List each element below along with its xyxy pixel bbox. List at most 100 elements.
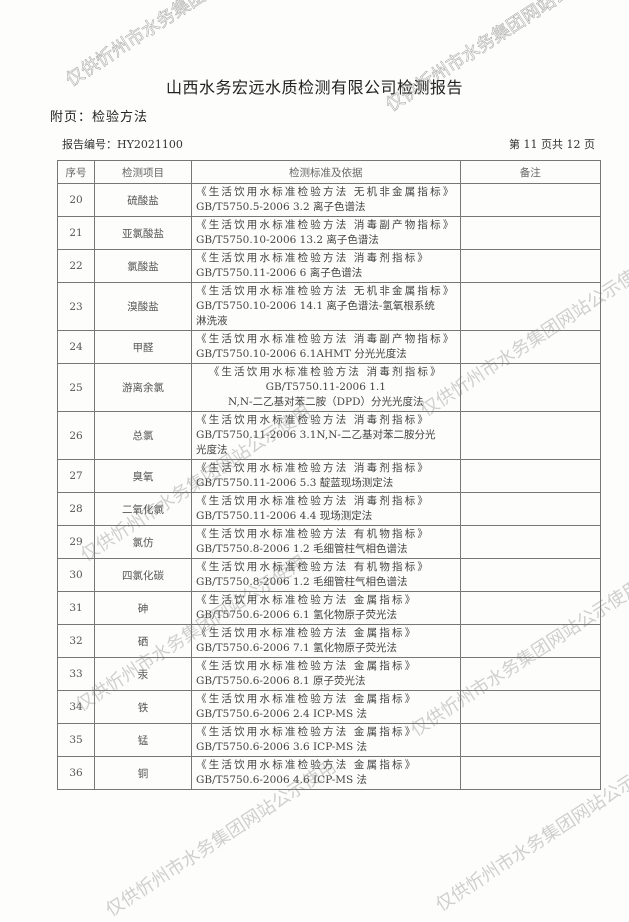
row-number: 26 <box>57 411 95 460</box>
column-header-standard: 检测标准及依据 <box>191 160 461 184</box>
standard-line: GB/T5750.8-2006 1.2 毛细管柱气相色谱法 <box>196 576 408 588</box>
test-item: 汞 <box>94 657 192 691</box>
row-number: 28 <box>57 492 95 526</box>
report-title: 山西水务宏远水质检测有限公司检测报告 <box>165 78 463 97</box>
standard-line: 《生活饮用水标准检验方法 金属指标》 <box>196 594 418 606</box>
table-row: 36 铜《生活饮用水标准检验方法 金属指标》 GB/T5750.6-2006 4.6… <box>57 756 602 790</box>
test-standard: 《生活饮用水标准检验方法 金属指标》 GB/T5750.6-2006 7.1 氢化… <box>191 624 461 658</box>
test-item: 臭氧 <box>94 459 192 493</box>
table-row: 23 溴酸盐 《生活饮用水标准检验方法 无机非金属指标》 GB/T5750.10-20… <box>57 282 602 331</box>
standard-line: N,N-二乙基对苯二胺（DPD）分光光度法 <box>228 396 424 408</box>
table-row: 20 硫酸盐 《生活饮用水标准检验方法 无机非金属指标》 GB/T5750.5-200… <box>57 183 602 217</box>
appendix-heading: 附页：检验方法 <box>50 110 149 125</box>
column-header-note: 备注 <box>459 160 602 184</box>
table-row: 25 游离余氯 《生活饮用水标准检验方法 消毒剂指标》 GB/T5750.11-200… <box>57 363 602 412</box>
row-number: 25 <box>57 363 95 412</box>
row-number: 30 <box>57 558 95 592</box>
test-item: 氯酸盐 <box>94 249 192 283</box>
column-header-item: 检测项目 <box>94 160 192 184</box>
standard-line: 《生活饮用水标准检验方法 消毒剂指标》 <box>208 366 443 378</box>
standard-line: 《生活饮用水标准检验方法 消毒剂指标》 <box>196 414 431 426</box>
test-standard: 《生活饮用水标准检验方法 金属指标》 GB/T5750.6-2006 3.6 IC… <box>191 723 461 757</box>
test-standard: 《生活饮用水标准检验方法 有机物指标》 GB/T5750.8-2006 1.2 毛… <box>191 525 461 559</box>
standard-line: 光度法 <box>196 444 228 456</box>
test-item: 甲醛 <box>94 330 192 364</box>
note-cell <box>459 249 602 283</box>
standard-line: GB/T5750.11-2006 6 离子色谱法 <box>196 267 363 279</box>
methods-table: 序号 检测项目 检测标准及依据 备注 20 硫酸盐 《生活饮用水标准检验方法 无机非… <box>57 160 602 790</box>
table-row: 29 氯仿 《生活饮用水标准检验方法 有机物指标》 GB/T5750.8-2006 1… <box>57 525 602 559</box>
watermark: 仅供忻州市水务集团网站公示使用 <box>382 0 621 116</box>
table-row: 24 甲醛 《生活饮用水标准检验方法 消毒副产物指标》 GB/T5750.10-200… <box>57 330 602 364</box>
test-item: 溴酸盐 <box>94 282 192 331</box>
row-number: 31 <box>57 591 95 625</box>
note-cell <box>459 183 602 217</box>
note-cell <box>459 591 602 625</box>
test-item: 铁 <box>94 690 192 724</box>
test-standard: 《生活饮用水标准检验方法 金属指标》 GB/T5750.6-2006 4.6 IC… <box>191 756 461 790</box>
note-cell <box>459 756 602 790</box>
standard-line: GB/T5750.6-2006 4.6 ICP-MS 法 <box>196 774 368 786</box>
note-cell <box>459 525 602 559</box>
note-cell <box>459 216 602 250</box>
standard-line: 《生活饮用水标准检验方法 消毒副产物指标》 <box>196 333 456 345</box>
note-cell <box>459 459 602 493</box>
standard-line: GB/T5750.6-2006 6.1 氢化物原子荧光法 <box>196 609 398 621</box>
note-cell <box>459 330 602 364</box>
standard-line: 《生活饮用水标准检验方法 有机物指标》 <box>196 561 431 573</box>
test-item: 硒 <box>94 624 192 658</box>
standard-line: 《生活饮用水标准检验方法 无机非金属指标》 <box>196 285 456 297</box>
test-standard: 《生活饮用水标准检验方法 金属指标》 GB/T5750.6-2006 2.4 IC… <box>191 690 461 724</box>
note-cell <box>459 624 602 658</box>
note-cell <box>459 657 602 691</box>
row-number: 24 <box>57 330 95 364</box>
table-row: 32 硒《生活饮用水标准检验方法 金属指标》 GB/T5750.6-2006 7.1… <box>57 624 602 658</box>
standard-line: 《生活饮用水标准检验方法 消毒剂指标》 <box>196 495 431 507</box>
standard-line: GB/T5750.11-2006 4.4 现场测定法 <box>196 510 373 522</box>
test-item: 二氧化氯 <box>94 492 192 526</box>
table-row: 33 汞《生活饮用水标准检验方法 金属指标》 GB/T5750.6-2006 8.1… <box>57 657 602 691</box>
note-cell <box>459 723 602 757</box>
standard-line: GB/T5750.6-2006 8.1 原子荧光法 <box>196 675 366 687</box>
table-row: 28 二氧化氯 《生活饮用水标准检验方法 消毒剂指标》 GB/T5750.11-200… <box>57 492 602 526</box>
standard-line: 《生活饮用水标准检验方法 金属指标》 <box>196 726 418 738</box>
table-row: 27 臭氧 《生活饮用水标准检验方法 消毒剂指标》 GB/T5750.11-2006 … <box>57 459 602 493</box>
test-item: 游离余氯 <box>94 363 192 412</box>
test-item: 总氯 <box>94 411 192 460</box>
note-cell <box>459 411 602 460</box>
row-number: 33 <box>57 657 95 691</box>
test-standard: 《生活饮用水标准检验方法 有机物指标》 GB/T5750.8-2006 1.2 毛… <box>191 558 461 592</box>
standard-line: 《生活饮用水标准检验方法 消毒剂指标》 <box>196 252 431 264</box>
test-item: 锰 <box>94 723 192 757</box>
test-standard: 《生活饮用水标准检验方法 金属指标》 GB/T5750.6-2006 6.1 氢化… <box>191 591 461 625</box>
standard-line: 《生活饮用水标准检验方法 有机物指标》 <box>196 528 431 540</box>
test-item: 亚氯酸盐 <box>94 216 192 250</box>
standard-line: 《生活饮用水标准检验方法 消毒剂指标》 <box>196 462 431 474</box>
row-number: 29 <box>57 525 95 559</box>
test-standard: 《生活饮用水标准检验方法 金属指标》 GB/T5750.6-2006 8.1 原子… <box>191 657 461 691</box>
table-row: 31 砷《生活饮用水标准检验方法 金属指标》 GB/T5750.6-2006 6.1… <box>57 591 602 625</box>
note-cell <box>459 282 602 331</box>
test-item: 铜 <box>94 756 192 790</box>
column-header-no: 序号 <box>57 160 95 184</box>
test-standard: 《生活饮用水标准检验方法 消毒剂指标》 GB/T5750.11-2006 1.1 N… <box>191 363 461 412</box>
test-standard: 《生活饮用水标准检验方法 消毒剂指标》 GB/T5750.11-2006 6 离子… <box>191 249 461 283</box>
test-standard: 《生活饮用水标准检验方法 消毒剂指标》 GB/T5750.11-2006 5.3 … <box>191 459 461 493</box>
standard-line: GB/T5750.5-2006 3.2 离子色谱法 <box>196 201 366 213</box>
page-number: 第 11 页共 12 页 <box>509 138 595 151</box>
standard-line: GB/T5750.6-2006 7.1 氢化物原子荧光法 <box>196 642 398 654</box>
standard-line: GB/T5750.6-2006 2.4 ICP-MS 法 <box>196 708 368 720</box>
row-number: 35 <box>57 723 95 757</box>
row-number: 32 <box>57 624 95 658</box>
row-number: 27 <box>57 459 95 493</box>
note-cell <box>459 558 602 592</box>
report-number: 报告编号：HY2021100 <box>62 138 183 151</box>
standard-line: 《生活饮用水标准检验方法 金属指标》 <box>196 759 418 771</box>
table-row: 26 总氯 《生活饮用水标准检验方法 消毒剂指标》 GB/T5750.11-2006 … <box>57 411 602 460</box>
row-number: 36 <box>57 756 95 790</box>
test-standard: 《生活饮用水标准检验方法 消毒副产物指标》 GB/T5750.10-2006 13… <box>191 216 461 250</box>
table-row: 22 氯酸盐 《生活饮用水标准检验方法 消毒剂指标》 GB/T5750.11-2006… <box>57 249 602 283</box>
standard-line: 《生活饮用水标准检验方法 消毒副产物指标》 <box>196 219 456 231</box>
test-item: 氯仿 <box>94 525 192 559</box>
row-number: 21 <box>57 216 95 250</box>
